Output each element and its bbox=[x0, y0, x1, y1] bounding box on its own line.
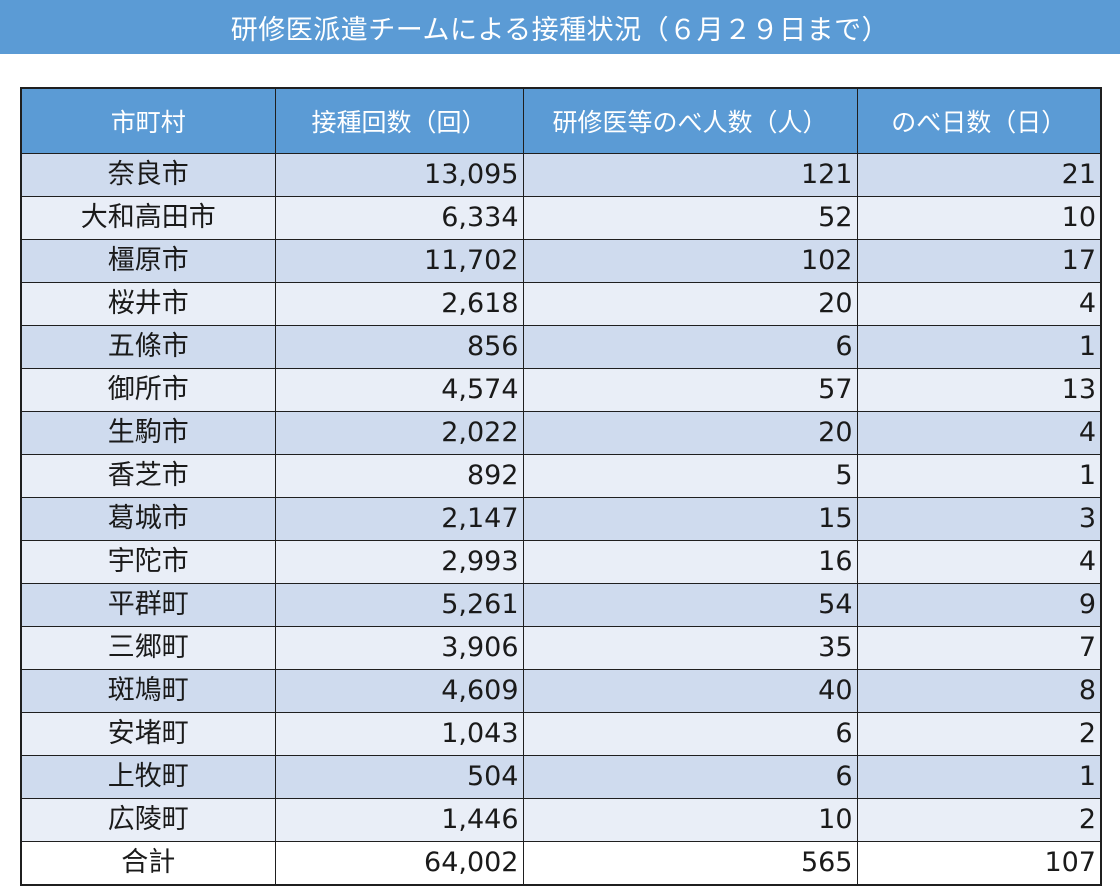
person-count-cell: 121 bbox=[522, 153, 858, 197]
person-count-cell: 20 bbox=[522, 282, 858, 326]
table-row: 奈良市 13,095 121 21 bbox=[20, 153, 1102, 197]
vaccination-count-cell: 892 bbox=[274, 454, 524, 498]
person-count-cell: 16 bbox=[522, 540, 858, 584]
person-count-cell: 54 bbox=[522, 583, 858, 627]
vaccination-count-cell: 3,906 bbox=[274, 626, 524, 670]
table-row: 香芝市 892 5 1 bbox=[20, 454, 1102, 498]
municipality-cell: 平群町 bbox=[20, 583, 276, 627]
vaccination-count-cell: 2,993 bbox=[274, 540, 524, 584]
table-row: 御所市 4,574 57 13 bbox=[20, 368, 1102, 412]
vaccination-count-cell: 5,261 bbox=[274, 583, 524, 627]
table-row: 斑鳩町 4,609 40 8 bbox=[20, 669, 1102, 713]
days-cell: 2 bbox=[856, 798, 1102, 842]
vaccination-count-cell: 1,043 bbox=[274, 712, 524, 756]
days-cell: 13 bbox=[856, 368, 1102, 412]
person-count-cell: 52 bbox=[522, 196, 858, 240]
table-row: 上牧町 504 6 1 bbox=[20, 755, 1102, 799]
days-cell: 21 bbox=[856, 153, 1102, 197]
table-row: 宇陀市 2,993 16 4 bbox=[20, 540, 1102, 584]
municipality-cell: 御所市 bbox=[20, 368, 276, 412]
vaccination-count-cell: 11,702 bbox=[274, 239, 524, 283]
person-count-cell: 15 bbox=[522, 497, 858, 541]
municipality-cell: 奈良市 bbox=[20, 153, 276, 197]
days-cell: 1 bbox=[856, 454, 1102, 498]
total-person-count-cell: 565 bbox=[522, 841, 858, 886]
vaccination-count-cell: 4,609 bbox=[274, 669, 524, 713]
header-municipality: 市町村 bbox=[20, 87, 276, 154]
municipality-cell: 大和高田市 bbox=[20, 196, 276, 240]
days-cell: 8 bbox=[856, 669, 1102, 713]
person-count-cell: 6 bbox=[522, 712, 858, 756]
table-row: 安堵町 1,043 6 2 bbox=[20, 712, 1102, 756]
table-row: 三郷町 3,906 35 7 bbox=[20, 626, 1102, 670]
municipality-cell: 葛城市 bbox=[20, 497, 276, 541]
person-count-cell: 20 bbox=[522, 411, 858, 455]
municipality-cell: 広陵町 bbox=[20, 798, 276, 842]
total-row: 合計 64,002 565 107 bbox=[20, 841, 1102, 886]
header-total-days: のべ日数（日） bbox=[856, 87, 1102, 154]
person-count-cell: 40 bbox=[522, 669, 858, 713]
days-cell: 10 bbox=[856, 196, 1102, 240]
table-row: 五條市 856 6 1 bbox=[20, 325, 1102, 369]
person-count-cell: 6 bbox=[522, 325, 858, 369]
municipality-cell: 桜井市 bbox=[20, 282, 276, 326]
header-row: 市町村 接種回数（回） 研修医等のべ人数（人） のべ日数（日） bbox=[20, 87, 1102, 154]
table-row: 橿原市 11,702 102 17 bbox=[20, 239, 1102, 283]
person-count-cell: 57 bbox=[522, 368, 858, 412]
vaccination-count-cell: 856 bbox=[274, 325, 524, 369]
days-cell: 17 bbox=[856, 239, 1102, 283]
person-count-cell: 10 bbox=[522, 798, 858, 842]
days-cell: 4 bbox=[856, 282, 1102, 326]
person-count-cell: 5 bbox=[522, 454, 858, 498]
header-vaccination-count: 接種回数（回） bbox=[274, 87, 524, 154]
vaccination-count-cell: 2,147 bbox=[274, 497, 524, 541]
municipality-cell: 斑鳩町 bbox=[20, 669, 276, 713]
total-vaccination-count-cell: 64,002 bbox=[274, 841, 524, 886]
days-cell: 1 bbox=[856, 325, 1102, 369]
days-cell: 1 bbox=[856, 755, 1102, 799]
vaccination-table: 市町村 接種回数（回） 研修医等のべ人数（人） のべ日数（日） 奈良市 13,0… bbox=[20, 87, 1102, 886]
municipality-cell: 五條市 bbox=[20, 325, 276, 369]
vaccination-count-cell: 4,574 bbox=[274, 368, 524, 412]
days-cell: 2 bbox=[856, 712, 1102, 756]
municipality-cell: 上牧町 bbox=[20, 755, 276, 799]
vaccination-count-cell: 2,618 bbox=[274, 282, 524, 326]
vaccination-count-cell: 13,095 bbox=[274, 153, 524, 197]
municipality-cell: 香芝市 bbox=[20, 454, 276, 498]
table-row: 葛城市 2,147 15 3 bbox=[20, 497, 1102, 541]
municipality-cell: 安堵町 bbox=[20, 712, 276, 756]
vaccination-count-cell: 1,446 bbox=[274, 798, 524, 842]
person-count-cell: 35 bbox=[522, 626, 858, 670]
days-cell: 3 bbox=[856, 497, 1102, 541]
table-body: 奈良市 13,095 121 21 大和高田市 6,334 52 10 橿原市 … bbox=[20, 153, 1102, 886]
person-count-cell: 6 bbox=[522, 755, 858, 799]
days-cell: 9 bbox=[856, 583, 1102, 627]
page-title: 研修医派遣チームによる接種状況（６月２９日まで） bbox=[0, 0, 1120, 54]
header-resident-person-count: 研修医等のべ人数（人） bbox=[522, 87, 858, 154]
vaccination-count-cell: 504 bbox=[274, 755, 524, 799]
days-cell: 4 bbox=[856, 540, 1102, 584]
municipality-cell: 橿原市 bbox=[20, 239, 276, 283]
table-row: 大和高田市 6,334 52 10 bbox=[20, 196, 1102, 240]
municipality-cell: 宇陀市 bbox=[20, 540, 276, 584]
municipality-cell: 三郷町 bbox=[20, 626, 276, 670]
table-row: 桜井市 2,618 20 4 bbox=[20, 282, 1102, 326]
person-count-cell: 102 bbox=[522, 239, 858, 283]
vaccination-count-cell: 2,022 bbox=[274, 411, 524, 455]
days-cell: 4 bbox=[856, 411, 1102, 455]
municipality-cell: 生駒市 bbox=[20, 411, 276, 455]
table-row: 平群町 5,261 54 9 bbox=[20, 583, 1102, 627]
table-row: 広陵町 1,446 10 2 bbox=[20, 798, 1102, 842]
days-cell: 7 bbox=[856, 626, 1102, 670]
total-days-cell: 107 bbox=[856, 841, 1102, 886]
total-label-cell: 合計 bbox=[20, 841, 276, 886]
table-row: 生駒市 2,022 20 4 bbox=[20, 411, 1102, 455]
vaccination-count-cell: 6,334 bbox=[274, 196, 524, 240]
